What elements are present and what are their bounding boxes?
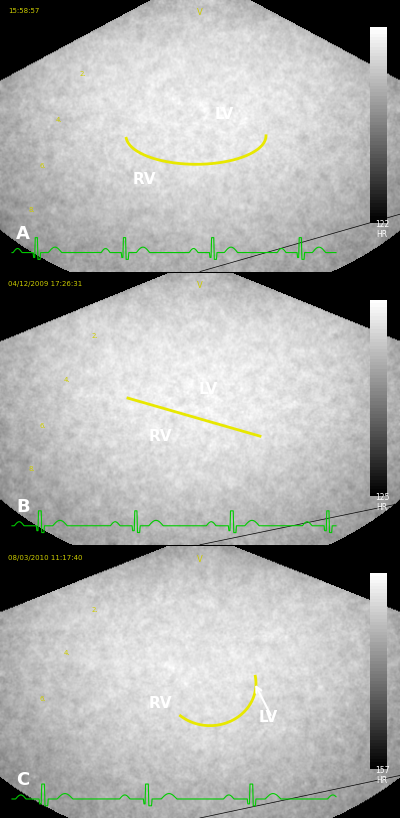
Text: 8.: 8. xyxy=(28,466,35,473)
Text: C: C xyxy=(16,771,29,789)
Text: 08/03/2010 11:17:40: 08/03/2010 11:17:40 xyxy=(8,555,82,560)
Text: 4.: 4. xyxy=(64,377,71,383)
Text: B: B xyxy=(16,498,30,516)
Text: 6.: 6. xyxy=(40,423,47,429)
Text: LV: LV xyxy=(258,710,278,725)
Text: 04/12/2009 17:26:31: 04/12/2009 17:26:31 xyxy=(8,281,82,287)
Text: V: V xyxy=(197,555,203,564)
Text: 157
HR: 157 HR xyxy=(375,766,389,785)
Text: LV: LV xyxy=(214,106,234,122)
Text: 4.: 4. xyxy=(56,117,63,124)
Text: LV: LV xyxy=(198,383,218,398)
Text: 6.: 6. xyxy=(40,696,47,702)
Text: RV: RV xyxy=(148,696,172,712)
Text: V: V xyxy=(197,281,203,290)
Text: 125
HR: 125 HR xyxy=(375,492,389,512)
Text: 2.: 2. xyxy=(92,334,99,339)
Text: RV: RV xyxy=(148,429,172,443)
Text: A: A xyxy=(16,225,30,243)
Text: 15:58:57: 15:58:57 xyxy=(8,8,39,14)
Text: RV: RV xyxy=(132,172,156,187)
Text: 122
HR: 122 HR xyxy=(375,219,389,239)
Text: 6.: 6. xyxy=(40,164,47,169)
Text: 2.: 2. xyxy=(92,607,99,613)
Text: 4.: 4. xyxy=(64,650,71,656)
Text: 8.: 8. xyxy=(28,207,35,213)
Text: V: V xyxy=(197,8,203,17)
Text: 2.: 2. xyxy=(80,71,87,77)
